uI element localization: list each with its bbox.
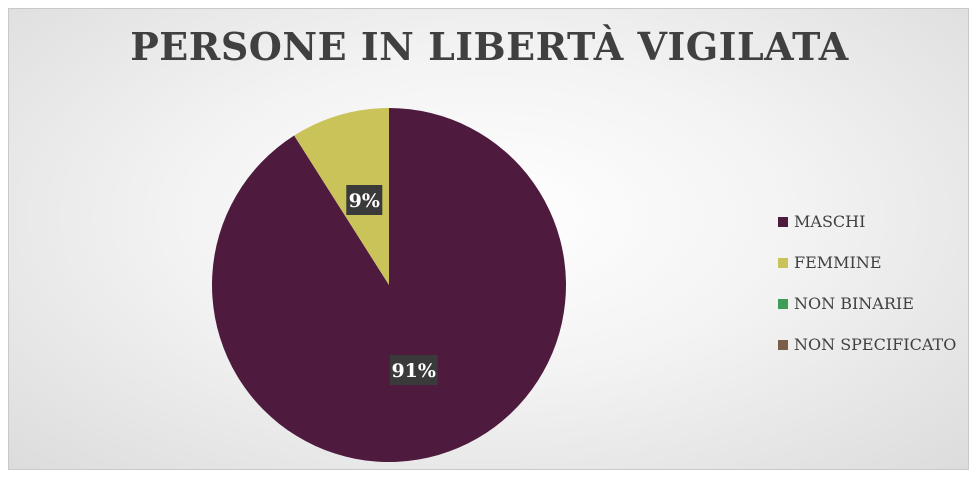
- chart-title: PERSONE IN LIBERTÀ VIGILATA: [130, 24, 849, 69]
- pie-slice-femmine: [294, 108, 389, 285]
- legend-swatch-non-binarie: [778, 298, 788, 309]
- legend-label-non-binarie: NON BINARIE: [794, 294, 914, 313]
- legend-swatch-non-specificato: [778, 339, 788, 350]
- data-label-maschi: 91%: [389, 355, 438, 385]
- pie-slices: [211, 108, 566, 462]
- data-label-text: 9%: [349, 190, 380, 212]
- legend-swatch-maschi: [778, 216, 788, 227]
- data-label-femmine: 9%: [346, 185, 383, 215]
- legend-item-maschi: MASCHI: [778, 210, 956, 233]
- data-label-box: [346, 185, 383, 215]
- data-label-text: 91%: [391, 360, 436, 382]
- legend-item-non-specificato: NON SPECIFICATO: [778, 333, 956, 356]
- pie-slice-maschi: [211, 108, 566, 462]
- legend-label-non-specificato: NON SPECIFICATO: [794, 335, 957, 354]
- legend-label-maschi: MASCHI: [794, 212, 866, 231]
- data-label-box: [389, 355, 438, 385]
- legend-item-femmine: FEMMINE: [778, 251, 956, 274]
- legend: MASCHI FEMMINE NON BINARIE NON SPECIFICA…: [778, 210, 956, 374]
- legend-swatch-femmine: [778, 257, 788, 268]
- legend-label-femmine: FEMMINE: [794, 253, 882, 272]
- pie-data-labels: 91% 9%: [346, 185, 438, 385]
- legend-item-non-binarie: NON BINARIE: [778, 292, 956, 315]
